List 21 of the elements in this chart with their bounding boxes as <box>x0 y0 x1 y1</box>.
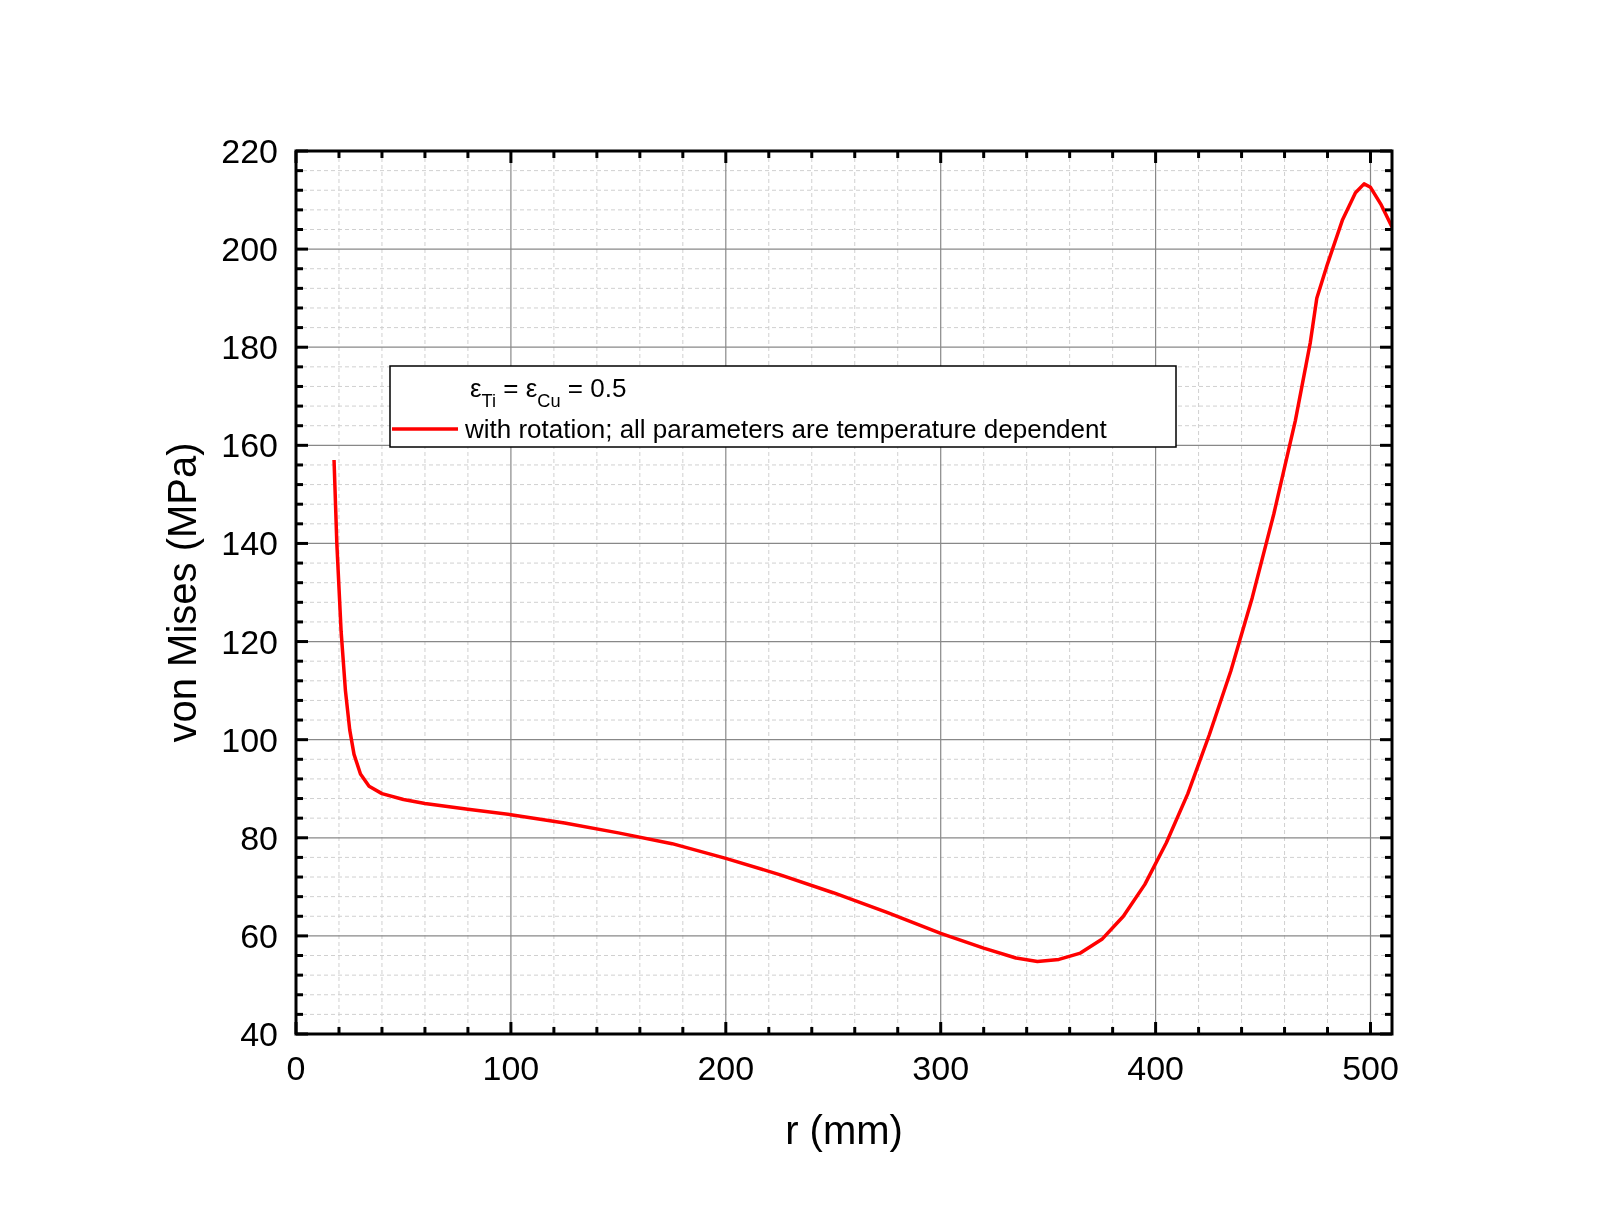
y-tick-label: 200 <box>221 230 278 269</box>
x-tick-label: 300 <box>912 1049 970 1087</box>
y-tick-label: 60 <box>240 916 278 955</box>
y-tick-label: 220 <box>221 132 278 170</box>
y-tick-label: 160 <box>221 426 278 465</box>
y-tick-label: 40 <box>240 1015 278 1053</box>
legend-title: ε$_{Ti}$ = ε$_{Cu}$ = 0.5 <box>470 373 627 411</box>
y-tick-label: 140 <box>221 524 278 563</box>
x-tick-label: 500 <box>1342 1049 1399 1087</box>
y-tick-label: 180 <box>221 328 278 367</box>
y-tick-label: 100 <box>221 720 278 759</box>
x-axis-title: r (mm) <box>785 1108 903 1152</box>
x-tick-label: 200 <box>697 1049 755 1087</box>
line-series <box>332 182 1392 964</box>
legend-label: with rotation; all parameters are temperature dependent <box>464 414 1108 444</box>
y-tick-label: 120 <box>221 622 278 661</box>
x-tick-label: 400 <box>1127 1049 1184 1087</box>
y-tick-label: 80 <box>240 818 278 857</box>
y-axis-title: von Mises (MPa) <box>160 442 204 743</box>
x-tick-label: 0 <box>286 1049 306 1087</box>
x-tick-label: 100 <box>482 1049 540 1087</box>
